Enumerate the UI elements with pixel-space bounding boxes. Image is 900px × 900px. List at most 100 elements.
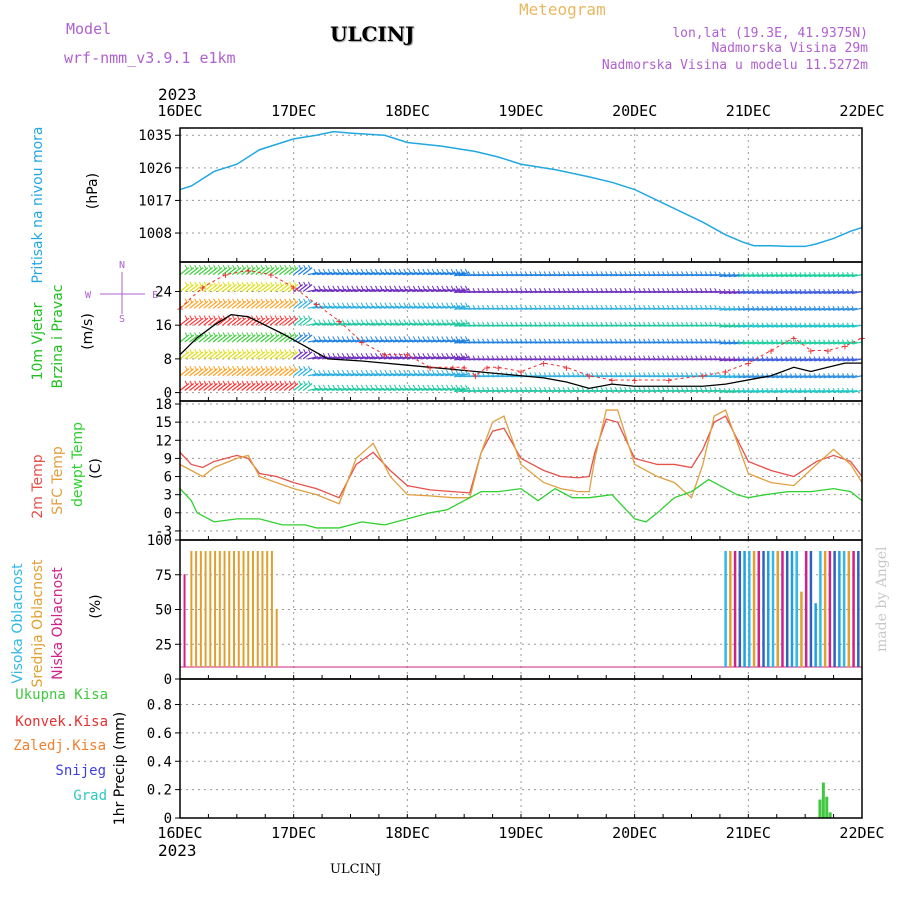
- pressure-unit: (hPa): [85, 173, 101, 209]
- precip-bar: [825, 796, 829, 818]
- wind-barb-flag: [676, 387, 680, 392]
- wind-barb-flag: [422, 285, 426, 291]
- wind-barb-flag: [529, 355, 533, 360]
- wind-barb: [369, 339, 380, 343]
- wind-barb-flag: [450, 369, 454, 375]
- wind-barb-flag: [255, 298, 259, 303]
- wind-barb-flag: [398, 319, 402, 324]
- wind-barb-flag: [529, 338, 533, 344]
- wind-barb-flag: [605, 271, 609, 276]
- wind-barb-flag: [756, 339, 760, 344]
- wind-barb: [307, 373, 318, 377]
- wind-barb-flag: [482, 288, 486, 293]
- wind-barb-flag: [676, 355, 680, 360]
- wind-barb-flag: [775, 339, 779, 344]
- wind-barb-flag: [496, 387, 500, 392]
- wind-barb-flag: [567, 387, 571, 392]
- wind-barb-flag: [472, 271, 476, 276]
- wind-barb-flag: [742, 387, 746, 393]
- wind-barb-flag: [255, 264, 259, 270]
- wind-barb: [179, 334, 190, 343]
- wind-barb: [355, 356, 366, 360]
- wind-barb-flag: [360, 384, 364, 390]
- wind-barb: [255, 368, 266, 377]
- wind-barb: [369, 272, 380, 276]
- wind-barb: [445, 305, 456, 309]
- wind-barb-flag: [638, 387, 642, 392]
- wind-barb-flag: [851, 339, 855, 344]
- precip-legend-item: Grad: [73, 788, 107, 804]
- wind-barb: [217, 382, 228, 391]
- wind-barb: [208, 382, 218, 391]
- wind-barb-flag: [685, 288, 689, 293]
- wind-barb: [241, 368, 251, 377]
- wind-barb-flag: [384, 285, 388, 291]
- wind-barb-flag: [403, 384, 407, 390]
- wind-barb-flag: [709, 355, 713, 360]
- wind-barb-flag: [695, 372, 699, 377]
- wind-barb: [364, 272, 375, 276]
- wind-barb: [203, 334, 214, 343]
- wind-barb-flag: [813, 373, 817, 378]
- wind-barb-flag: [671, 271, 675, 276]
- wind-barb: [222, 334, 232, 343]
- y-tick-label: 9: [164, 451, 172, 467]
- wind-barb-flag: [605, 321, 609, 327]
- wind-barb-flag: [638, 355, 642, 360]
- wind-barb-flag: [332, 336, 336, 341]
- wind-barb: [345, 339, 356, 343]
- wind-barb-flag: [586, 355, 590, 360]
- wind-barb-flag: [614, 288, 618, 293]
- wind-barb: [317, 339, 328, 343]
- wind-barb: [440, 373, 451, 377]
- dewpt-label: dewpt Temp: [70, 422, 86, 507]
- wind-barb-flag: [307, 298, 311, 303]
- wind-barb-flag: [501, 288, 504, 293]
- wind-barb-flag: [458, 321, 462, 327]
- wind-barb-flag: [520, 321, 523, 327]
- wind-barb-flag: [799, 356, 803, 361]
- wind-barb: [374, 322, 385, 326]
- wind-barb: [264, 351, 275, 360]
- wind-barb-flag: [288, 332, 292, 337]
- wind-barb-flag: [189, 281, 193, 287]
- wind-barb-flag: [714, 321, 718, 327]
- wind-barb-flag: [733, 288, 737, 294]
- wind-barb-flag: [832, 373, 836, 378]
- wind-barb-flag: [403, 319, 407, 324]
- wind-barb-flag: [313, 353, 317, 358]
- wind-barb-flag: [222, 281, 226, 287]
- wind-barb: [283, 382, 294, 391]
- wind-barb-flag: [189, 349, 193, 354]
- wind-barb-flag: [463, 304, 467, 310]
- wind-barb-flag: [813, 356, 817, 361]
- wind-barb-flag: [232, 315, 236, 320]
- wind-barb-flag: [666, 304, 670, 310]
- wind-barb-flag: [813, 288, 817, 294]
- wind-barb: [198, 351, 209, 360]
- wind-barb-flag: [436, 268, 440, 274]
- wind-barb-flag: [450, 336, 454, 341]
- wind-barb-flag: [332, 302, 336, 307]
- wind-barb-flag: [477, 271, 481, 276]
- wind-barb: [326, 288, 337, 293]
- wind-barb-flag: [837, 373, 841, 378]
- wind-barb-flag: [690, 304, 694, 310]
- wind-barb: [312, 356, 323, 360]
- wind-barb-flag: [543, 338, 547, 344]
- wind-barb: [397, 305, 408, 309]
- wind-barb-flag: [813, 322, 817, 328]
- wind-barb-flag: [515, 355, 519, 360]
- wind-barb-flag: [733, 272, 737, 277]
- wind-barb-flag: [695, 338, 699, 344]
- wind-barb-flag: [270, 281, 273, 287]
- wind-barb: [411, 322, 423, 326]
- wind-barb: [407, 339, 418, 343]
- wind-barb-flag: [279, 349, 283, 354]
- wind-barb-flag: [370, 285, 374, 291]
- wind-barb-flag: [365, 302, 369, 307]
- wind-barb-flag: [194, 380, 198, 386]
- y-tick-label: 75: [155, 568, 172, 584]
- wind-barb-flag: [227, 298, 231, 303]
- wind-barb-flag: [398, 384, 402, 390]
